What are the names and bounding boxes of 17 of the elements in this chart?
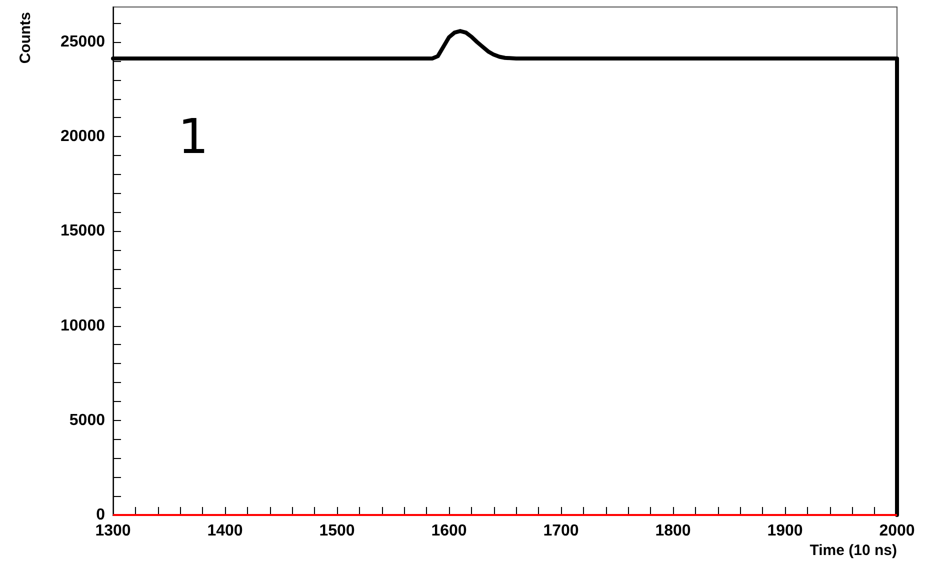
- y-tick-label: 0: [96, 506, 106, 524]
- x-tick-label: 1300: [95, 522, 131, 540]
- x-tick-label: 1400: [207, 522, 243, 540]
- y-axis-title: Counts: [17, 12, 34, 64]
- x-axis-title: Time (10 ns): [810, 542, 897, 559]
- annotation: 1: [178, 109, 209, 165]
- y-tick-label: 15000: [60, 222, 106, 240]
- x-tick-label: 1900: [767, 522, 803, 540]
- y-tick-label: 5000: [69, 412, 106, 429]
- x-tick-label: 1600: [431, 522, 467, 540]
- x-tick-label: 2000: [879, 522, 915, 540]
- x-tick-label: 1700: [543, 522, 579, 540]
- y-tick-label: 20000: [60, 128, 106, 146]
- x-tick-label: 1800: [655, 522, 691, 540]
- y-tick-label: 25000: [60, 34, 106, 50]
- x-tick-label: 1500: [319, 522, 355, 540]
- y-tick-label: 10000: [60, 317, 106, 334]
